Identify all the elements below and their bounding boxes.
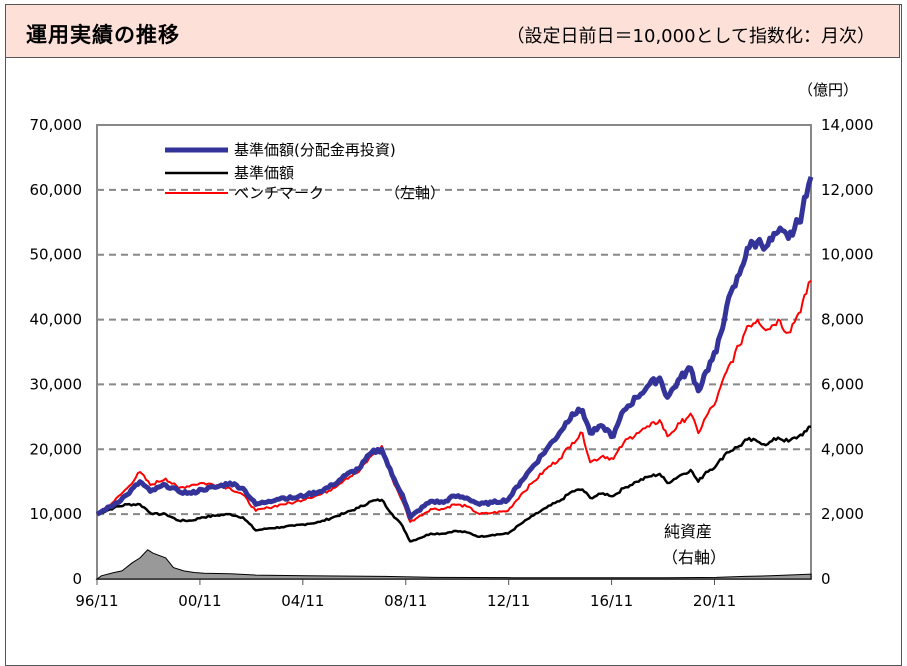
right-tick-label: 0 bbox=[821, 570, 831, 588]
x-tick-label: 00/11 bbox=[178, 592, 221, 610]
x-tick-label: 12/11 bbox=[487, 592, 530, 610]
series-nav-line bbox=[96, 425, 812, 543]
left-tick-label: 40,000 bbox=[30, 311, 83, 329]
right-tick-label: 6,000 bbox=[821, 375, 864, 393]
left-axis: 0 10,000 20,000 30,000 40,000 50,000 60,000 70,… bbox=[30, 116, 83, 588]
right-axis: 0 2,000 4,000 6,000 8,000 10,000 12,000 14,000 bbox=[821, 116, 874, 588]
net-assets-annotation: 純資産 bbox=[664, 522, 712, 541]
left-tick-label: 70,000 bbox=[30, 116, 83, 134]
left-tick-label: 60,000 bbox=[30, 181, 83, 199]
legend-label-nav: 基準価額 bbox=[234, 164, 294, 182]
series-reinvested-line bbox=[95, 176, 814, 520]
net-assets-axis-note: （右軸） bbox=[662, 548, 726, 567]
x-tick-label: 20/11 bbox=[693, 592, 736, 610]
right-tick-label: 10,000 bbox=[821, 246, 874, 264]
performance-chart: 0 10,000 20,000 30,000 40,000 50,000 60,000 70,… bbox=[30, 81, 874, 610]
right-tick-label: 12,000 bbox=[821, 181, 874, 199]
legend: 基準価額(分配金再投資) 基準価額 ベンチマーク （左軸） bbox=[165, 141, 445, 202]
x-tick-label: 16/11 bbox=[590, 592, 633, 610]
series-lines bbox=[95, 176, 814, 580]
x-tick-label: 04/11 bbox=[281, 592, 324, 610]
legend-label-benchmark: ベンチマーク bbox=[234, 184, 324, 202]
right-tick-label: 8,000 bbox=[821, 311, 864, 329]
right-tick-label: 4,000 bbox=[821, 440, 864, 458]
x-axis: 96/11 00/11 04/11 08/11 12/11 16/11 20/11 bbox=[75, 579, 736, 610]
series-net-assets-area bbox=[95, 549, 812, 580]
chart-header: 運用実績の推移 （設定日前日＝10,000として指数化：月次） bbox=[5, 4, 900, 58]
legend-label-reinvested: 基準価額(分配金再投資) bbox=[234, 141, 396, 159]
x-tick-label: 08/11 bbox=[384, 592, 427, 610]
left-tick-label: 20,000 bbox=[30, 440, 83, 458]
page-subtitle: （設定日前日＝10,000として指数化：月次） bbox=[506, 26, 875, 47]
left-tick-label: 50,000 bbox=[30, 246, 83, 264]
legend-axis-note: （左軸） bbox=[385, 184, 445, 202]
left-tick-label: 10,000 bbox=[30, 505, 83, 523]
page-title: 運用実績の推移 bbox=[26, 23, 180, 47]
right-axis-unit: （億円） bbox=[798, 81, 858, 99]
left-tick-label: 0 bbox=[72, 570, 82, 588]
series-benchmark-line bbox=[96, 279, 812, 523]
x-tick-label: 96/11 bbox=[75, 592, 118, 610]
gridlines bbox=[97, 188, 811, 516]
right-tick-label: 2,000 bbox=[821, 505, 864, 523]
right-tick-label: 14,000 bbox=[821, 116, 874, 134]
left-tick-label: 30,000 bbox=[30, 375, 83, 393]
